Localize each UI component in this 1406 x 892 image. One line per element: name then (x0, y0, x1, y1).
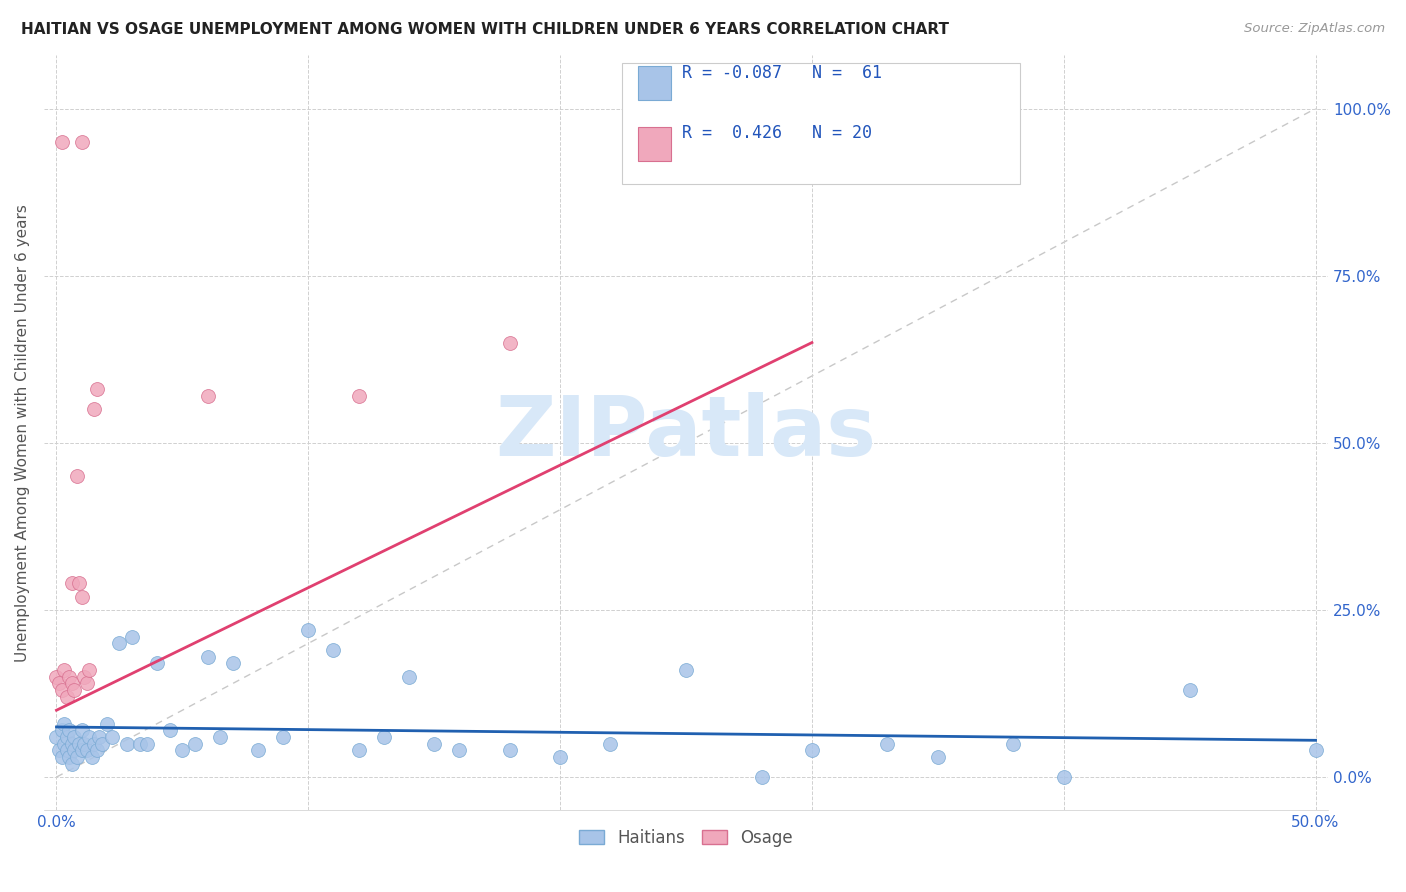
Point (70, 723, 93, 738)
Point (73, 737, 96, 751)
Point (675, 663, 697, 677)
Point (53, 737, 76, 751)
Point (77, 663, 100, 677)
Point (51, 750, 73, 764)
Point (347, 743, 370, 757)
Point (48, 743, 70, 757)
Point (548, 750, 571, 764)
Point (398, 670, 420, 684)
Text: R =  0.426   N = 20: R = 0.426 N = 20 (682, 124, 872, 142)
Point (73, 670, 96, 684)
Point (76, 676, 98, 690)
Point (70, 743, 93, 757)
Point (197, 649, 219, 664)
Point (67, 576, 90, 591)
Point (90, 737, 112, 751)
Point (53, 716, 76, 731)
Point (70, 590, 93, 604)
Point (1053, 770, 1076, 784)
Point (146, 657, 169, 671)
Point (51, 723, 73, 738)
Point (63, 683, 86, 698)
Point (45, 730, 67, 744)
Point (172, 743, 194, 757)
Point (51, 135, 73, 149)
Point (121, 630, 143, 644)
Point (347, 389, 370, 403)
Point (599, 737, 621, 751)
Text: HAITIAN VS OSAGE UNEMPLOYMENT AMONG WOMEN WITH CHILDREN UNDER 6 YEARS CORRELATIO: HAITIAN VS OSAGE UNEMPLOYMENT AMONG WOME… (21, 22, 949, 37)
Point (89, 730, 111, 744)
FancyBboxPatch shape (621, 62, 1019, 184)
Point (60, 756, 83, 771)
FancyBboxPatch shape (638, 127, 671, 161)
Point (1305, 743, 1327, 757)
Point (1178, 683, 1201, 698)
Point (373, 730, 395, 744)
Point (51, 683, 73, 698)
Point (222, 657, 245, 671)
Point (58, 723, 80, 738)
Point (128, 737, 150, 751)
Point (115, 737, 138, 751)
Point (63, 730, 86, 744)
Point (927, 750, 949, 764)
Point (423, 737, 446, 751)
Point (209, 730, 232, 744)
Point (271, 730, 294, 744)
Point (499, 335, 522, 350)
Point (246, 743, 269, 757)
Point (197, 389, 219, 403)
Point (63, 743, 86, 757)
Point (58, 670, 80, 684)
Text: R = -0.087   N =  61: R = -0.087 N = 61 (682, 64, 882, 82)
FancyBboxPatch shape (638, 67, 671, 101)
Point (60, 676, 83, 690)
Point (55, 743, 77, 757)
Point (86, 383, 108, 397)
Point (58, 750, 80, 764)
Point (184, 737, 207, 751)
Point (67, 737, 90, 751)
Point (322, 643, 344, 657)
Point (297, 623, 319, 637)
Point (55, 730, 77, 744)
Point (65, 750, 87, 764)
Point (70, 135, 93, 149)
Point (751, 770, 773, 784)
Text: Source: ZipAtlas.com: Source: ZipAtlas.com (1244, 22, 1385, 36)
Y-axis label: Unemployment Among Women with Children Under 6 years: Unemployment Among Women with Children U… (15, 204, 30, 662)
Point (53, 663, 76, 677)
Point (80, 750, 103, 764)
Point (876, 737, 898, 751)
Point (65, 469, 87, 483)
Text: ZIPatlas: ZIPatlas (495, 392, 876, 474)
Point (77, 730, 100, 744)
Point (108, 636, 131, 650)
Point (48, 676, 70, 690)
Point (83, 402, 105, 417)
Point (76, 743, 98, 757)
Point (45, 670, 67, 684)
Point (60, 737, 83, 751)
Point (136, 737, 159, 751)
Point (55, 690, 77, 704)
Point (86, 743, 108, 757)
Legend: Haitians, Osage: Haitians, Osage (571, 821, 801, 855)
Point (800, 743, 823, 757)
Point (96, 716, 118, 731)
Point (159, 723, 181, 738)
Point (499, 743, 522, 757)
Point (60, 576, 83, 591)
Point (83, 737, 105, 751)
Point (449, 743, 471, 757)
Point (1002, 737, 1025, 751)
Point (101, 730, 124, 744)
